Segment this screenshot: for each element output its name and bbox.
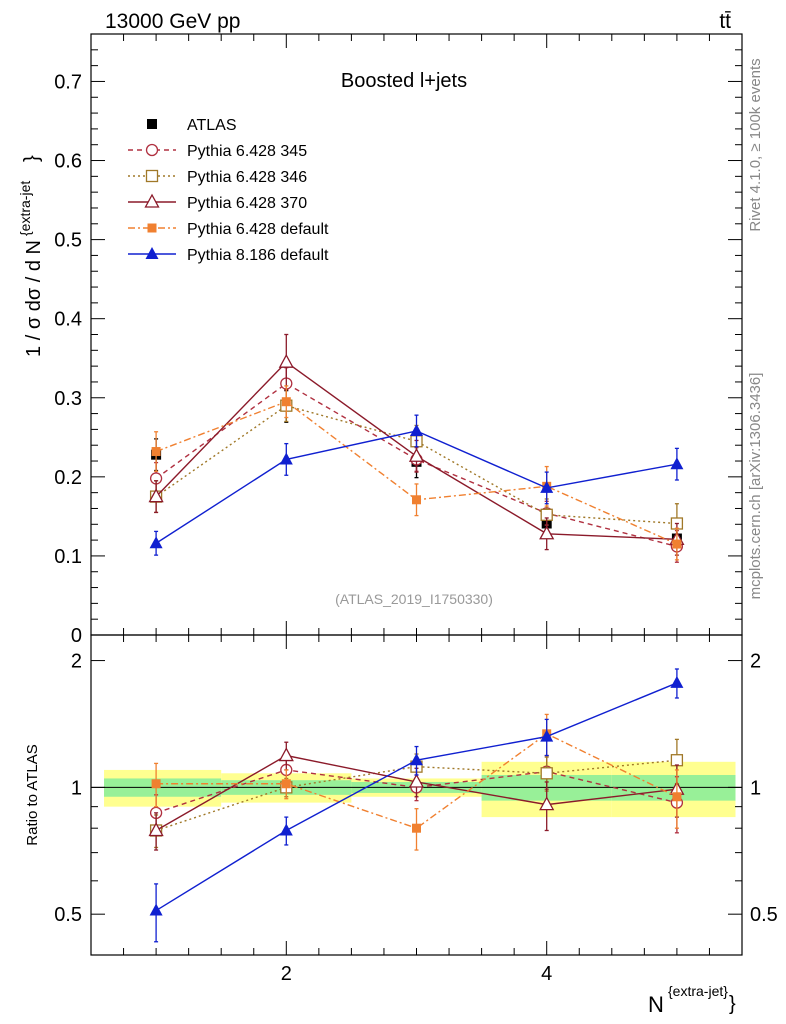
series-point-main (281, 397, 291, 407)
analysis-watermark: (ATLAS_2019_I1750330) (335, 591, 493, 607)
legend-entry-1: Pythia 6.428 345 (128, 143, 307, 160)
series-point-main (412, 495, 421, 505)
series-layer (148, 333, 685, 943)
series-line-ratio (156, 733, 678, 829)
legend-label: Pythia 6.428 370 (187, 195, 307, 212)
series-point-main (148, 488, 164, 503)
series-point-ratio (670, 754, 684, 767)
legend-marker (145, 169, 159, 183)
x-axis-label: N {extra-jet} } (648, 983, 736, 1017)
series-point-ratio (672, 792, 682, 802)
legend-label: Pythia 6.428 default (187, 221, 329, 238)
main-y-label: 1 / σ dσ / d N {extra-jet } (17, 155, 45, 357)
y-tick-label: 0.6 (54, 151, 82, 173)
series-point-main (151, 447, 161, 457)
legend-entry-5: Pythia 8.186 default (128, 247, 329, 264)
y-tick-label: 0.2 (54, 467, 82, 489)
y-tick-label: 0.5 (54, 230, 82, 252)
series-point-main (279, 452, 293, 465)
series-line-ratio (155, 759, 677, 832)
x-label-tail: } (729, 993, 736, 1015)
mcplots-label: mcplots.cern.ch [arXiv:1306.3436] (747, 373, 764, 600)
legend-marker (145, 247, 159, 259)
svg-text:}: } (729, 993, 736, 1015)
series-point-main (410, 423, 423, 436)
series-point-main (408, 447, 425, 462)
series-point-ratio (279, 823, 293, 836)
y-tick-label: 0.4 (54, 309, 82, 331)
y-tick-label: 0.1 (54, 546, 82, 568)
series-point-ratio (151, 779, 161, 789)
series-5 (149, 414, 684, 943)
main-y-label-sup: {extra-jet (17, 181, 33, 236)
series-point-ratio (148, 822, 164, 837)
legend-label-atlas: ATLAS (187, 117, 237, 134)
x-label-sup: {extra-jet} (668, 983, 728, 999)
series-point-ratio (278, 747, 294, 762)
chart-title: Boosted l+jets (341, 70, 467, 92)
x-tick-label: 2 (281, 963, 292, 985)
ratio-tick-label-right: 1 (750, 777, 761, 799)
ratio-tick-label-left: 0.5 (54, 904, 82, 926)
legend-marker (147, 223, 157, 233)
ratio-tick-label-right: 0.5 (750, 904, 778, 926)
ratio-tick-label-left: 1 (71, 777, 82, 799)
series-point-ratio (149, 903, 163, 916)
main-y-label-tail: } (21, 155, 43, 162)
series-line-main (155, 404, 677, 525)
legend-entry-4: Pythia 6.428 default (128, 221, 329, 238)
series-point-main (670, 457, 684, 470)
legend-label: Pythia 6.428 346 (187, 169, 307, 186)
series-point-ratio (408, 773, 425, 788)
header-left: 13000 GeV pp (105, 10, 240, 33)
svg-text:N: N (648, 992, 664, 1017)
series-point-ratio (670, 675, 684, 688)
legend: ATLAS Pythia 6.428 345 Pythia 6.428 346 Pyt… (128, 117, 329, 264)
ratio-tick-label-right: 2 (750, 651, 761, 673)
svg-text:{extra-jet}: {extra-jet} (668, 983, 728, 999)
x-tick-label: 4 (541, 963, 552, 985)
y-tick-label: 0 (71, 625, 82, 647)
series-point-main (539, 525, 555, 540)
series-point-main (540, 480, 554, 493)
series-line-main (155, 382, 678, 548)
header-right: tt̄ (719, 10, 731, 33)
series-point-ratio (540, 729, 554, 742)
series-point-main (672, 539, 682, 549)
x-label-main: N (648, 992, 664, 1017)
legend-marker-atlas (147, 119, 157, 129)
legend-entry-2: Pythia 6.428 346 (128, 169, 307, 186)
rivet-label: Rivet 4.1.0, ≥ 100k events (747, 58, 764, 231)
series-point-ratio (412, 823, 421, 833)
series-point-main (149, 536, 163, 549)
series-point-ratio (540, 767, 553, 780)
y-tick-label: 0.7 (54, 71, 82, 93)
series-point-ratio (281, 779, 291, 789)
series-3 (148, 333, 685, 851)
legend-label: Pythia 6.428 345 (187, 143, 307, 160)
legend-marker (145, 143, 159, 157)
axes: 2 4 0 0.1 0.2 0.3 0.4 0.5 0.6 0.7 0.5 0.5 1 1 2 2 (54, 33, 778, 985)
series-point-ratio (539, 796, 555, 811)
legend-entry-atlas: ATLAS (147, 117, 237, 134)
svg-text:1 / σ dσ / d N: 1 / σ dσ / d N (23, 240, 45, 357)
main-y-label-text: 1 / σ dσ / d N (23, 240, 45, 357)
legend-marker (144, 193, 160, 208)
y-tick-label: 0.3 (54, 388, 82, 410)
series-point-main (278, 353, 294, 368)
svg-text:}: } (21, 155, 43, 162)
legend-label: Pythia 8.186 default (187, 247, 329, 264)
series-point-ratio (410, 753, 423, 766)
legend-entry-3: Pythia 6.428 370 (128, 193, 307, 212)
ratio-y-label: Ratio to ATLAS (24, 744, 41, 845)
ratio-tick-label-left: 2 (71, 651, 82, 673)
svg-text:{extra-jet: {extra-jet (17, 181, 33, 236)
